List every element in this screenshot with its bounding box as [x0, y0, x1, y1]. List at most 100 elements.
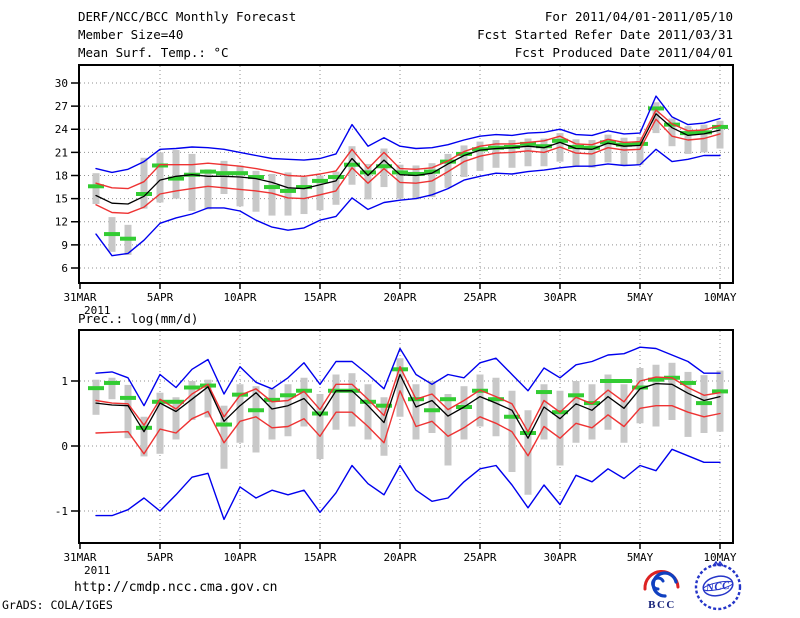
- member-spread-bar: [476, 374, 484, 427]
- member-spread-bar: [364, 384, 372, 440]
- analysis-dash: [488, 145, 504, 150]
- member-spread-bar: [236, 384, 244, 443]
- analysis-dash: [376, 403, 392, 408]
- analysis-dash: [360, 170, 376, 175]
- member-spread-bar: [540, 384, 548, 440]
- x-tick-label: 30APR: [543, 551, 576, 564]
- member-spread-bar: [604, 134, 612, 163]
- member-spread-bar: [380, 397, 388, 456]
- member-spread-bar: [460, 386, 468, 440]
- member-spread-bar: [284, 172, 292, 216]
- member-spread-bar: [620, 137, 628, 166]
- y-tick-label: 6: [61, 262, 68, 275]
- analysis-dash: [360, 399, 376, 404]
- ncc-logo-globe-band: [702, 580, 734, 592]
- member-spread-bar: [492, 377, 500, 437]
- analysis-dash: [136, 191, 152, 196]
- title-line: DERF/NCC/BCC Monthly Forecast: [78, 9, 297, 24]
- y-tick-label: 9: [61, 239, 68, 252]
- analysis-dash: [568, 144, 584, 149]
- analysis-dash: [424, 169, 440, 174]
- member-spread-bar: [572, 381, 580, 443]
- member-spread-bar: [508, 140, 516, 168]
- y-tick-label: 21: [55, 146, 68, 159]
- analysis-dash: [456, 151, 472, 156]
- member-spread-bar: [156, 392, 164, 454]
- member-spread-bar: [716, 370, 724, 432]
- ensemble-max-line: [95, 346, 721, 407]
- x-tick-label: 25APR: [463, 291, 496, 304]
- analysis-dash: [504, 414, 520, 419]
- member-spread-bar: [140, 416, 148, 457]
- member-spread-bar: [364, 163, 372, 200]
- analysis-dash: [408, 171, 424, 176]
- analysis-dash: [280, 393, 296, 398]
- upper-spread-line: [95, 366, 721, 433]
- plot-frame: [78, 329, 734, 544]
- member-spread-bar: [428, 381, 436, 433]
- member-spread-bar: [92, 379, 100, 415]
- member-spread-bar: [332, 374, 340, 430]
- member-size-line: Member Size=40: [78, 27, 184, 42]
- x-tick-label: 10MAY: [703, 291, 736, 304]
- analysis-dash: [472, 147, 488, 152]
- y-tick-label: 12: [55, 216, 68, 229]
- member-spread-bar: [204, 169, 212, 210]
- analysis-dash: [120, 236, 136, 241]
- member-spread-bar: [124, 384, 132, 439]
- member-spread-bar: [524, 410, 532, 495]
- member-spread-bar: [268, 173, 276, 216]
- analysis-dash: [200, 169, 216, 174]
- analysis-dash: [632, 385, 648, 390]
- member-spread-bar: [268, 388, 276, 440]
- member-spread-bar: [252, 386, 260, 453]
- member-spread-bar: [444, 394, 452, 466]
- analysis-dash: [648, 106, 664, 111]
- x-tick-label: 15APR: [303, 551, 336, 564]
- ncc-logo-wreath: [694, 563, 742, 611]
- source-url: http://cmdp.ncc.cma.gov.cn: [74, 580, 278, 595]
- analysis-dash: [88, 386, 104, 391]
- analysis-dash: [312, 411, 328, 416]
- member-spread-bar: [412, 165, 420, 200]
- member-spread-bar: [140, 157, 148, 209]
- analysis-dash: [232, 171, 248, 176]
- member-spread-bar: [108, 377, 116, 400]
- bcc-logo: BCC: [637, 561, 687, 617]
- member-spread-bar: [220, 160, 228, 194]
- bcc-logo-blue-swirl: [651, 571, 678, 598]
- member-spread-bar: [620, 384, 628, 443]
- analysis-dash: [264, 185, 280, 190]
- member-spread-bar: [652, 102, 660, 134]
- y-tick-label: -1: [55, 505, 68, 518]
- x-tick-label: 30APR: [543, 291, 576, 304]
- analysis-dash: [104, 232, 120, 237]
- member-spread-bar: [188, 381, 196, 420]
- plot-frame: [78, 64, 734, 284]
- y-tick-label: 15: [55, 193, 68, 206]
- analysis-dash: [104, 380, 120, 385]
- x-tick-label: 20APR: [383, 551, 416, 564]
- x-tick-label: 31MAR: [63, 291, 96, 304]
- analysis-dash: [696, 401, 712, 406]
- analysis-dash: [392, 170, 408, 175]
- analysis-dash: [376, 164, 392, 169]
- analysis-dash: [520, 431, 536, 435]
- x-tick-label: 5APR: [147, 551, 174, 564]
- analysis-dash: [600, 140, 616, 145]
- forecast-range-line: For 2011/04/01-2011/05/10: [544, 9, 733, 24]
- member-spread-bar: [316, 175, 324, 211]
- ncc-logo-text: NCC: [704, 580, 730, 595]
- member-spread-bar: [716, 120, 724, 149]
- member-spread-bar: [412, 384, 420, 440]
- member-spread-bar: [172, 397, 180, 440]
- member-spread-bar: [284, 384, 292, 437]
- member-spread-bar: [348, 373, 356, 427]
- member-spread-bar: [300, 377, 308, 427]
- member-spread-bar: [156, 152, 164, 203]
- analysis-dash: [616, 379, 632, 383]
- analysis-dash: [600, 379, 616, 383]
- x-tick-label: 10MAY: [703, 551, 736, 564]
- x-tick-label: 25APR: [463, 551, 496, 564]
- member-spread-bar: [316, 394, 324, 459]
